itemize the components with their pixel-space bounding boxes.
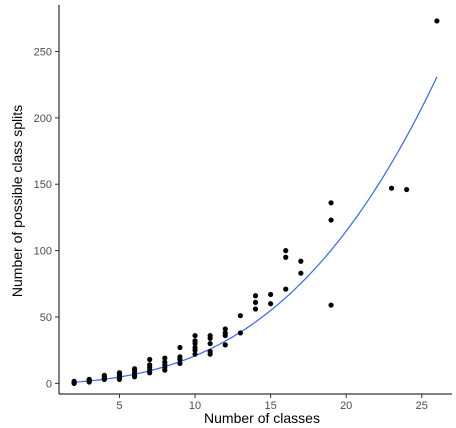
x-tick-label: 10	[189, 400, 201, 412]
data-point	[192, 344, 198, 351]
data-point	[252, 293, 259, 299]
x-tick-label: 15	[264, 400, 276, 412]
x-axis-title: Number of classes	[204, 410, 320, 426]
data-point	[192, 338, 198, 344]
plot-area	[71, 18, 440, 386]
data-point	[298, 270, 304, 276]
data-point	[207, 340, 213, 347]
data-point	[116, 370, 123, 376]
data-point	[71, 378, 77, 384]
data-point	[207, 348, 213, 355]
data-point	[283, 254, 289, 260]
data-point	[252, 306, 259, 312]
data-point	[298, 258, 304, 264]
data-point	[237, 313, 243, 319]
data-point	[404, 186, 410, 193]
data-point	[192, 332, 198, 339]
data-point	[147, 356, 153, 363]
data-point	[162, 355, 168, 361]
data-point	[328, 200, 334, 206]
fit-line	[74, 76, 438, 383]
data-point	[222, 342, 228, 348]
data-point	[131, 366, 138, 372]
data-point	[86, 376, 92, 382]
data-point	[283, 286, 289, 292]
x-tick-label: 25	[416, 400, 428, 412]
y-tick-label: 100	[34, 246, 52, 258]
data-point	[268, 291, 274, 298]
y-axis-ticks: 0 50 100 150 200 250	[34, 46, 59, 390]
data-points	[71, 18, 440, 386]
data-point	[328, 217, 334, 223]
y-tick-label: 250	[34, 46, 52, 58]
data-point	[252, 299, 259, 305]
y-tick-label: 200	[34, 113, 52, 125]
data-point	[177, 344, 183, 351]
x-tick-label: 5	[116, 400, 122, 412]
data-point	[147, 362, 153, 368]
data-point	[177, 360, 183, 367]
y-tick-label: 50	[40, 312, 52, 324]
data-point	[101, 372, 107, 379]
data-point	[162, 359, 168, 365]
y-tick-label: 150	[34, 179, 52, 191]
data-point	[283, 248, 289, 254]
y-axis-title: Number of possible class splits	[9, 105, 25, 297]
data-point	[222, 326, 228, 332]
data-point	[192, 351, 198, 357]
data-point	[268, 301, 274, 307]
x-tick-label: 20	[340, 400, 352, 412]
data-point	[177, 354, 183, 360]
x-axis-ticks: 5 10 15 20 25	[116, 394, 428, 412]
data-point	[388, 185, 395, 191]
data-point	[222, 330, 228, 336]
data-point	[237, 330, 243, 336]
data-point	[328, 302, 334, 308]
data-point	[434, 18, 440, 24]
y-tick-label: 0	[46, 378, 52, 390]
data-point	[207, 332, 213, 339]
